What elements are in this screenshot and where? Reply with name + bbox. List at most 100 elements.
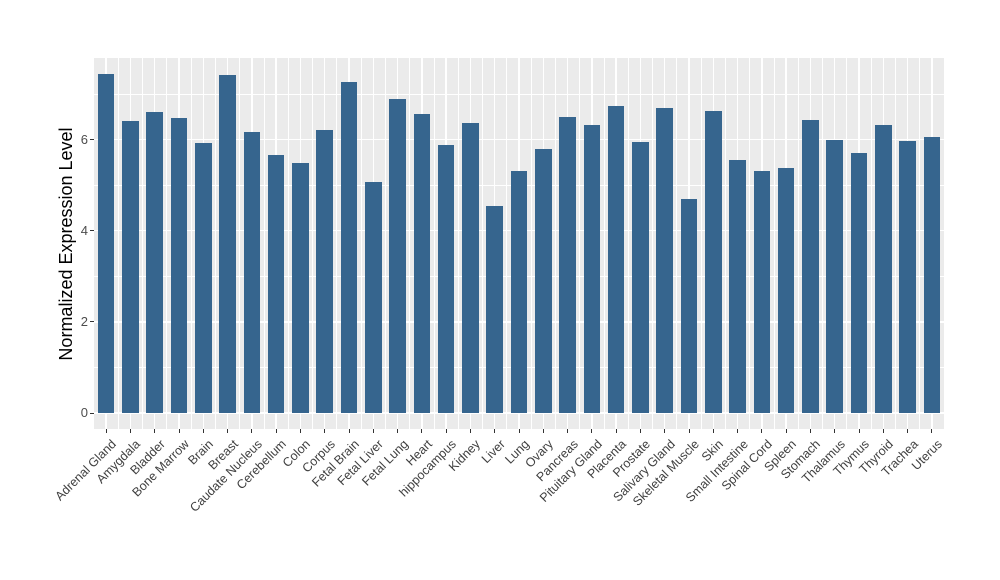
x-tick-mark (882, 429, 884, 433)
bar-spleen (777, 167, 795, 414)
bar-hippocampus (437, 145, 455, 414)
gridline-minor-vertical (603, 58, 605, 429)
bar-lung (510, 171, 528, 414)
gridline-minor-vertical (506, 58, 508, 429)
x-tick-mark (469, 429, 471, 433)
bar-thyroid (875, 124, 892, 414)
bar-placenta (607, 106, 625, 414)
gridline-minor-vertical (142, 58, 144, 429)
gridline-minor-vertical (822, 58, 824, 429)
x-tick-mark (251, 429, 253, 433)
gridline-minor-vertical (676, 58, 678, 429)
bar-pancreas (559, 116, 576, 414)
x-tick-mark (202, 429, 204, 433)
y-tick-label: 6 (80, 131, 88, 147)
x-tick-mark (348, 429, 350, 433)
gridline-minor-vertical (700, 58, 702, 429)
bar-fetal-lung (389, 98, 406, 414)
gridline-minor-vertical (482, 58, 484, 429)
bar-fetal-brain (340, 82, 358, 414)
bar-pituitary-gland (583, 125, 601, 414)
x-tick-mark (154, 429, 156, 433)
bar-caudate-nucleus (243, 132, 261, 414)
bar-brain (195, 143, 212, 414)
gridline-minor-vertical (797, 58, 799, 429)
gridline-minor-vertical (214, 58, 216, 429)
bar-bone-marrow (170, 118, 188, 414)
gridline-minor-vertical (166, 58, 168, 429)
x-tick-mark (785, 429, 787, 433)
gridline-minor-vertical (846, 58, 848, 429)
x-tick-mark (178, 429, 180, 433)
bar-salivary-gland (656, 107, 673, 414)
gridline-minor-vertical (409, 58, 411, 429)
x-tick-mark (494, 429, 496, 433)
x-tick-mark (907, 429, 909, 433)
bar-cerebellum (267, 154, 285, 414)
gridline-minor-vertical (117, 58, 119, 429)
y-tick-mark (90, 412, 94, 414)
x-tick-mark (712, 429, 714, 433)
x-tick-mark (105, 429, 107, 433)
gridline-minor-vertical (773, 58, 775, 429)
gridline-minor-vertical (627, 58, 629, 429)
bar-skin (705, 110, 722, 414)
bar-fetal-liver (365, 181, 382, 414)
x-tick-mark (397, 429, 399, 433)
gridline-minor-vertical (554, 58, 556, 429)
gridline-minor-vertical (360, 58, 362, 429)
bar-liver (486, 206, 503, 414)
bar-heart (413, 113, 431, 414)
gridline-minor-vertical (870, 58, 872, 429)
bar-small-intestine (729, 159, 746, 414)
bar-thalamus (826, 140, 843, 414)
x-tick-mark (421, 429, 423, 433)
x-tick-mark (129, 429, 131, 433)
x-tick-mark (567, 429, 569, 433)
x-tick-mark (809, 429, 811, 433)
x-tick-mark (324, 429, 326, 433)
x-tick-mark (664, 429, 666, 433)
x-tick-mark (372, 429, 374, 433)
x-tick-mark (591, 429, 593, 433)
gridline-minor-vertical (652, 58, 654, 429)
gridline-minor-vertical (384, 58, 386, 429)
bar-corpus (316, 130, 333, 414)
x-tick-mark (761, 429, 763, 433)
bar-spinal-cord (753, 171, 771, 414)
bar-stomach (802, 119, 819, 414)
gridline-minor-vertical (530, 58, 532, 429)
bar-amygdala (122, 120, 139, 414)
y-tick-label: 4 (80, 222, 88, 238)
bar-ovary (535, 149, 552, 414)
x-tick-mark (227, 429, 229, 433)
x-tick-mark (542, 429, 544, 433)
x-tick-mark (299, 429, 301, 433)
gridline-major-horizontal (94, 138, 944, 141)
gridline-minor-vertical (312, 58, 314, 429)
gridline-minor-vertical (239, 58, 241, 429)
gridline-minor-vertical (894, 58, 896, 429)
y-tick-mark (90, 321, 94, 323)
x-tick-mark (275, 429, 277, 433)
bar-skeletal-muscle (680, 198, 698, 414)
gridline-minor-vertical (336, 58, 338, 429)
gridline-minor-vertical (287, 58, 289, 429)
gridline-minor-vertical (190, 58, 192, 429)
bar-prostate (632, 141, 649, 414)
gridline-minor-vertical (749, 58, 751, 429)
bar-thymus (850, 153, 868, 414)
x-tick-mark (834, 429, 836, 433)
gridline-minor-vertical (457, 58, 459, 429)
x-tick-mark (931, 429, 933, 433)
bar-colon (292, 163, 309, 414)
bar-breast (219, 74, 236, 414)
y-tick-mark (90, 230, 94, 232)
bar-kidney (462, 122, 479, 414)
bar-trachea (899, 140, 916, 414)
y-axis-title: Normalized Expression Level (56, 126, 76, 361)
x-tick-mark (858, 429, 860, 433)
x-tick-mark (445, 429, 447, 433)
gridline-minor-vertical (579, 58, 581, 429)
